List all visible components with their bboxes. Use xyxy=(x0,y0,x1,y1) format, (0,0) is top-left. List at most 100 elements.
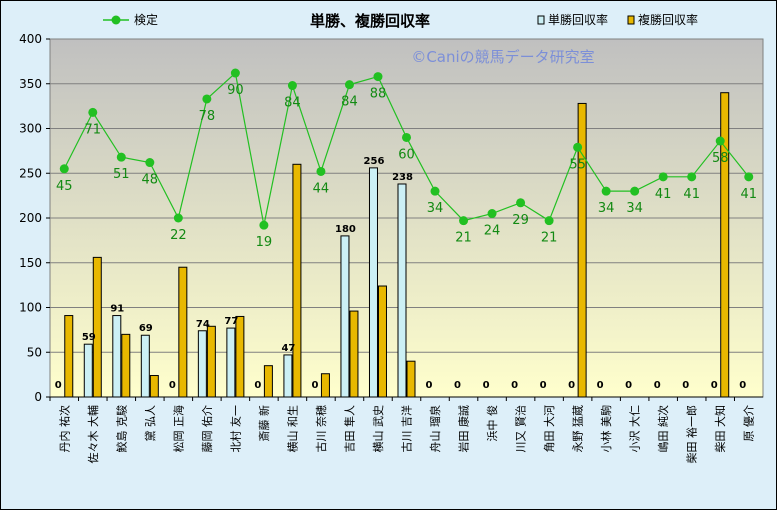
test-marker xyxy=(344,80,354,90)
x-axis: 丹内 祐次 佐々木 大輔 鮫島 克駿黛 弘人 松岡 正海 藤岡 佑介 北村 友一 斎藤 新横… xyxy=(49,396,763,464)
win-data-label: 0 xyxy=(540,380,547,391)
bar-place xyxy=(178,266,188,398)
test-marker xyxy=(516,198,526,208)
win-data-label: 0 xyxy=(739,380,746,391)
test-data-label: 90 xyxy=(227,83,244,98)
test-marker xyxy=(173,213,183,223)
test-marker xyxy=(573,142,583,152)
test-marker xyxy=(487,209,497,219)
test-data-label: 60 xyxy=(398,147,415,162)
bar-win xyxy=(197,330,207,398)
x-tick-label: 浜中 俊 xyxy=(485,405,499,442)
test-data-label: 51 xyxy=(113,167,130,182)
bar-win xyxy=(226,327,236,398)
test-marker xyxy=(459,216,469,226)
test-marker xyxy=(430,186,440,196)
test-data-label: 34 xyxy=(427,201,444,216)
win-data-label: 0 xyxy=(511,380,518,391)
bar-place xyxy=(406,360,416,398)
legend-win-swatch xyxy=(537,15,545,25)
y-axis: 0 50 100 150 200 250 300 350 400 xyxy=(19,32,50,404)
test-data-label: 84 xyxy=(341,95,358,110)
test-marker xyxy=(59,164,69,174)
test-data-label: 78 xyxy=(199,109,216,124)
win-data-label: 180 xyxy=(335,224,356,235)
win-data-label: 0 xyxy=(483,380,490,391)
test-marker xyxy=(544,216,554,226)
win-data-label: 47 xyxy=(281,343,295,354)
win-data-label: 59 xyxy=(82,332,96,343)
test-data-label: 29 xyxy=(512,213,529,228)
test-marker xyxy=(744,172,754,182)
y-tick-label: 100 xyxy=(19,301,42,315)
test-marker xyxy=(687,172,697,182)
test-marker xyxy=(601,186,611,196)
y-tick-label: 400 xyxy=(19,32,42,46)
bar-win xyxy=(112,315,122,398)
x-tick-label: 小沢 大仁 xyxy=(628,405,642,453)
win-data-label: 256 xyxy=(364,156,385,167)
test-data-label: 19 xyxy=(256,235,273,250)
x-tick-label: 北村 友一 xyxy=(228,405,242,453)
win-data-label: 0 xyxy=(568,380,575,391)
test-marker xyxy=(202,94,212,104)
win-data-label: 74 xyxy=(196,319,210,330)
test-data-label: 71 xyxy=(85,122,102,137)
test-data-label: 24 xyxy=(484,224,501,239)
x-tick-label: 岩田 康誠 xyxy=(457,405,471,453)
bar-place xyxy=(64,315,74,398)
x-tick-label: 横山 和生 xyxy=(285,405,299,453)
win-data-label: 0 xyxy=(711,380,718,391)
y-tick-label: 150 xyxy=(19,256,42,270)
win-data-label: 69 xyxy=(139,323,153,334)
bar-place xyxy=(235,315,245,398)
bar-win xyxy=(283,354,293,398)
test-marker xyxy=(116,152,126,162)
x-tick-label: 舟山 瑠泉 xyxy=(428,405,442,453)
test-data-label: 55 xyxy=(569,157,586,172)
test-marker xyxy=(145,158,155,168)
chart-title: 単勝、複勝回収率 xyxy=(310,12,430,30)
bar-place xyxy=(149,375,159,398)
legend-place-swatch xyxy=(627,15,635,25)
test-marker xyxy=(658,172,668,182)
test-data-label: 58 xyxy=(712,151,729,166)
y-tick-label: 350 xyxy=(19,77,42,91)
x-tick-label: 佐々木 大輔 xyxy=(86,405,100,464)
test-marker xyxy=(402,132,411,142)
x-tick-label: 丹内 祐次 xyxy=(57,405,71,453)
legend-test-label: 検定 xyxy=(134,12,158,27)
test-marker xyxy=(230,68,240,78)
bar-place xyxy=(263,365,273,398)
test-marker xyxy=(259,220,269,230)
test-marker xyxy=(630,186,640,196)
win-data-label: 0 xyxy=(55,380,62,391)
x-tick-label: 斎藤 新 xyxy=(257,405,271,442)
legend-test-marker xyxy=(111,15,121,25)
bar-place xyxy=(92,256,102,398)
x-tick-label: 鮫島 克駿 xyxy=(114,405,128,453)
win-data-label: 0 xyxy=(426,380,433,391)
test-data-label: 84 xyxy=(284,96,301,111)
win-data-label: 77 xyxy=(224,316,238,327)
test-data-label: 41 xyxy=(683,187,700,202)
win-data-label: 0 xyxy=(169,380,176,391)
x-tick-label: 横山 武史 xyxy=(371,405,385,453)
y-tick-label: 250 xyxy=(19,166,42,180)
bar-place xyxy=(121,333,131,398)
bar-win xyxy=(368,167,378,398)
win-data-label: 91 xyxy=(110,304,124,315)
test-marker xyxy=(287,81,297,91)
x-tick-label: 松岡 正海 xyxy=(171,405,185,453)
x-tick-label: 小林 美駒 xyxy=(599,405,613,453)
gridlines xyxy=(50,83,763,353)
win-data-label: 0 xyxy=(682,380,689,391)
bar-win xyxy=(340,235,350,398)
bar-win xyxy=(140,334,150,398)
test-data-label: 21 xyxy=(541,231,558,246)
bar-win xyxy=(397,183,407,398)
win-data-label: 0 xyxy=(597,380,604,391)
test-data-label: 48 xyxy=(142,173,159,188)
